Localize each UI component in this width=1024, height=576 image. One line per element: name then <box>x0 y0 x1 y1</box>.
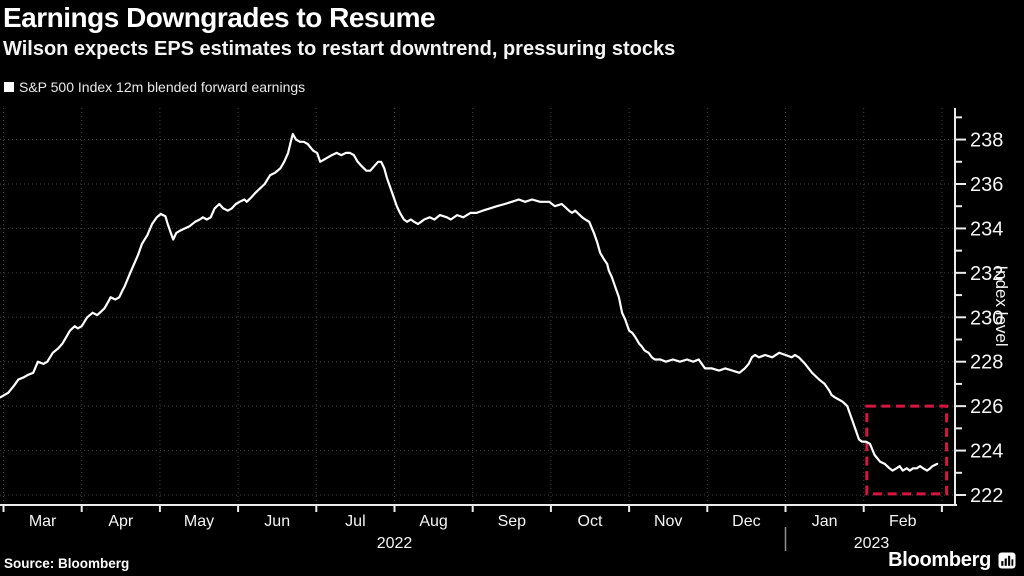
y-tick-label: 234 <box>970 218 1003 240</box>
month-label: Sep <box>498 513 527 530</box>
month-label: Aug <box>419 513 447 530</box>
legend: S&P 500 Index 12m blended forward earnin… <box>4 79 305 95</box>
legend-label: S&P 500 Index 12m blended forward earnin… <box>19 79 306 95</box>
bloomberg-logo-icon <box>998 552 1016 569</box>
month-label: Oct <box>578 513 603 530</box>
y-tick-label: 222 <box>970 485 1003 507</box>
year-label: 2022 <box>377 535 413 552</box>
legend-swatch-icon <box>4 82 14 92</box>
brand: Bloomberg <box>888 549 1016 572</box>
y-tick-label: 226 <box>970 396 1003 418</box>
y-axis-title: Index level <box>992 265 1011 346</box>
y-tick-label: 238 <box>970 130 1003 152</box>
month-label: Jun <box>264 513 290 530</box>
y-tick-label: 230 <box>970 307 1003 329</box>
month-label: Feb <box>889 513 917 530</box>
month-label: Nov <box>654 513 682 530</box>
page-title: Earnings Downgrades to Resume <box>3 2 436 33</box>
month-label: May <box>184 513 214 530</box>
page-subtitle: Wilson expects EPS estimates to restart … <box>3 38 676 60</box>
series-line <box>0 132 939 472</box>
highlight-box <box>865 404 949 496</box>
y-tick-label: 232 <box>970 263 1003 285</box>
month-label: Dec <box>732 513 760 530</box>
source-text: Source: Bloomberg <box>4 556 130 571</box>
y-tick-label: 228 <box>970 352 1003 374</box>
month-label: Jul <box>345 513 365 530</box>
y-tick-label: 236 <box>970 174 1003 196</box>
y-tick-label: 224 <box>970 441 1003 463</box>
month-label: Jan <box>812 513 838 530</box>
month-label: Mar <box>29 513 57 530</box>
month-label: Apr <box>108 513 134 530</box>
brand-wordmark: Bloomberg <box>888 549 991 571</box>
year-label: 2023 <box>854 535 890 552</box>
